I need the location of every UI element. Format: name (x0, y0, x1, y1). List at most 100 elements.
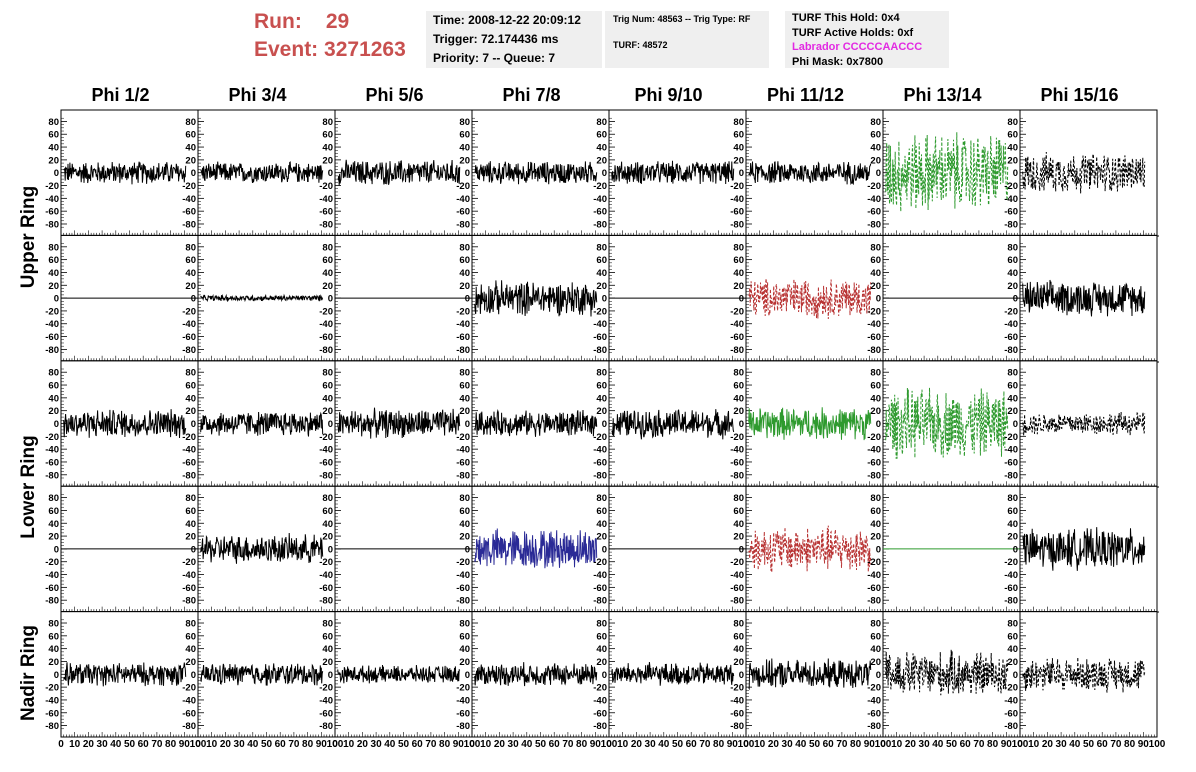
y-tick-label: 60 (870, 130, 881, 141)
y-tick-label: 60 (596, 506, 607, 517)
y-tick-label: -80 (1004, 721, 1018, 732)
y-tick-label: 80 (48, 368, 59, 379)
y-tick-label: 60 (1007, 255, 1018, 266)
y-tick-label: 40 (733, 268, 744, 279)
y-tick-label: -80 (45, 470, 59, 481)
y-tick-label: 40 (48, 644, 59, 655)
y-tick-label: 60 (733, 506, 744, 517)
y-tick-label: -80 (730, 470, 744, 481)
waveform-trace (63, 409, 187, 439)
y-tick-label: 20 (596, 657, 607, 668)
y-tick-label: 20 (48, 532, 59, 543)
y-tick-label: -40 (319, 194, 333, 205)
y-tick-label: 20 (185, 281, 196, 292)
y-tick-label: -20 (319, 683, 333, 694)
y-tick-label: -60 (867, 583, 881, 594)
y-tick-label: 20 (48, 281, 59, 292)
x-tick-label: 30 (645, 739, 657, 750)
y-tick-label: 80 (596, 242, 607, 253)
x-tick-label: 60 (1097, 739, 1109, 750)
y-tick-label: 0 (54, 670, 59, 681)
y-tick-label: 80 (48, 117, 59, 128)
y-tick-label: -60 (319, 332, 333, 343)
y-tick-label: 60 (185, 255, 196, 266)
y-tick-label: -80 (1004, 345, 1018, 356)
y-tick-label: -60 (1004, 457, 1018, 468)
y-tick-label: 40 (596, 268, 607, 279)
y-tick-label: -60 (182, 708, 196, 719)
y-tick-label: -40 (456, 445, 470, 456)
y-tick-label: 80 (733, 493, 744, 504)
y-tick-label: 0 (876, 168, 881, 179)
y-tick-label: -60 (182, 207, 196, 218)
x-tick-label: 60 (686, 739, 698, 750)
y-tick-label: 80 (185, 368, 196, 379)
y-tick-label: 20 (870, 532, 881, 543)
x-tick-label: 80 (302, 739, 314, 750)
x-tick-label: 90 (179, 739, 191, 750)
y-tick-label: 20 (459, 281, 470, 292)
y-tick-label: -60 (319, 207, 333, 218)
x-tick-label: 20 (494, 739, 506, 750)
waveform-trace (337, 159, 461, 186)
y-tick-label: -40 (867, 445, 881, 456)
y-tick-label: 40 (596, 143, 607, 154)
x-tick-label: 40 (110, 739, 122, 750)
y-tick-label: -40 (319, 319, 333, 330)
y-tick-label: 20 (459, 406, 470, 417)
y-tick-label: 40 (733, 143, 744, 154)
y-tick-label: 0 (465, 670, 470, 681)
y-tick-label: 80 (1007, 368, 1018, 379)
y-tick-label: -20 (730, 306, 744, 317)
x-tick-label: 90 (1001, 739, 1013, 750)
y-tick-label: -40 (1004, 194, 1018, 205)
y-tick-label: -40 (593, 319, 607, 330)
y-tick-label: -60 (319, 708, 333, 719)
y-tick-label: 0 (328, 168, 333, 179)
y-tick-label: -60 (45, 457, 59, 468)
waveform-trace (1022, 657, 1146, 693)
y-tick-label: -80 (456, 345, 470, 356)
y-tick-label: 0 (739, 670, 744, 681)
y-tick-label: 0 (602, 294, 607, 305)
y-tick-label: -40 (319, 445, 333, 456)
y-tick-label: 40 (459, 644, 470, 655)
y-tick-label: -80 (1004, 596, 1018, 607)
y-tick-label: 0 (191, 294, 196, 305)
y-tick-label: 20 (185, 406, 196, 417)
column-header-phi-11-12: Phi 11/12 (766, 85, 845, 105)
x-tick-label: 10 (1028, 739, 1040, 750)
turf-this-hold: TURF This Hold: 0x4 (792, 12, 900, 24)
y-tick-label: 60 (322, 631, 333, 642)
y-tick-label: 80 (1007, 117, 1018, 128)
y-tick-label: -80 (593, 470, 607, 481)
y-tick-label: 0 (465, 419, 470, 430)
x-tick-label: 80 (165, 739, 177, 750)
x-tick-label: 50 (672, 739, 684, 750)
y-tick-label: 20 (1007, 155, 1018, 166)
y-tick-label: -40 (456, 695, 470, 706)
y-tick-label: 60 (1007, 631, 1018, 642)
y-tick-label: -40 (456, 194, 470, 205)
x-tick-label: 0 (606, 739, 612, 750)
y-tick-label: 80 (459, 619, 470, 630)
y-tick-label: -60 (456, 583, 470, 594)
y-tick-label: 0 (602, 168, 607, 179)
y-tick-label: -60 (182, 332, 196, 343)
waveform-trace (885, 387, 1009, 459)
y-tick-label: -20 (730, 683, 744, 694)
y-tick-label: 0 (602, 544, 607, 555)
y-tick-label: -40 (1004, 695, 1018, 706)
x-tick-label: 50 (809, 739, 821, 750)
y-tick-label: -40 (730, 445, 744, 456)
y-tick-label: -80 (593, 219, 607, 230)
y-tick-label: -80 (730, 596, 744, 607)
trigger-text: Trigger: 72.174436 ms (433, 32, 559, 46)
x-tick-label: 30 (97, 739, 109, 750)
y-tick-label: -60 (1004, 708, 1018, 719)
y-tick-label: 40 (870, 393, 881, 404)
x-tick-label: 50 (535, 739, 547, 750)
y-tick-label: -20 (1004, 683, 1018, 694)
x-tick-label: 60 (823, 739, 835, 750)
